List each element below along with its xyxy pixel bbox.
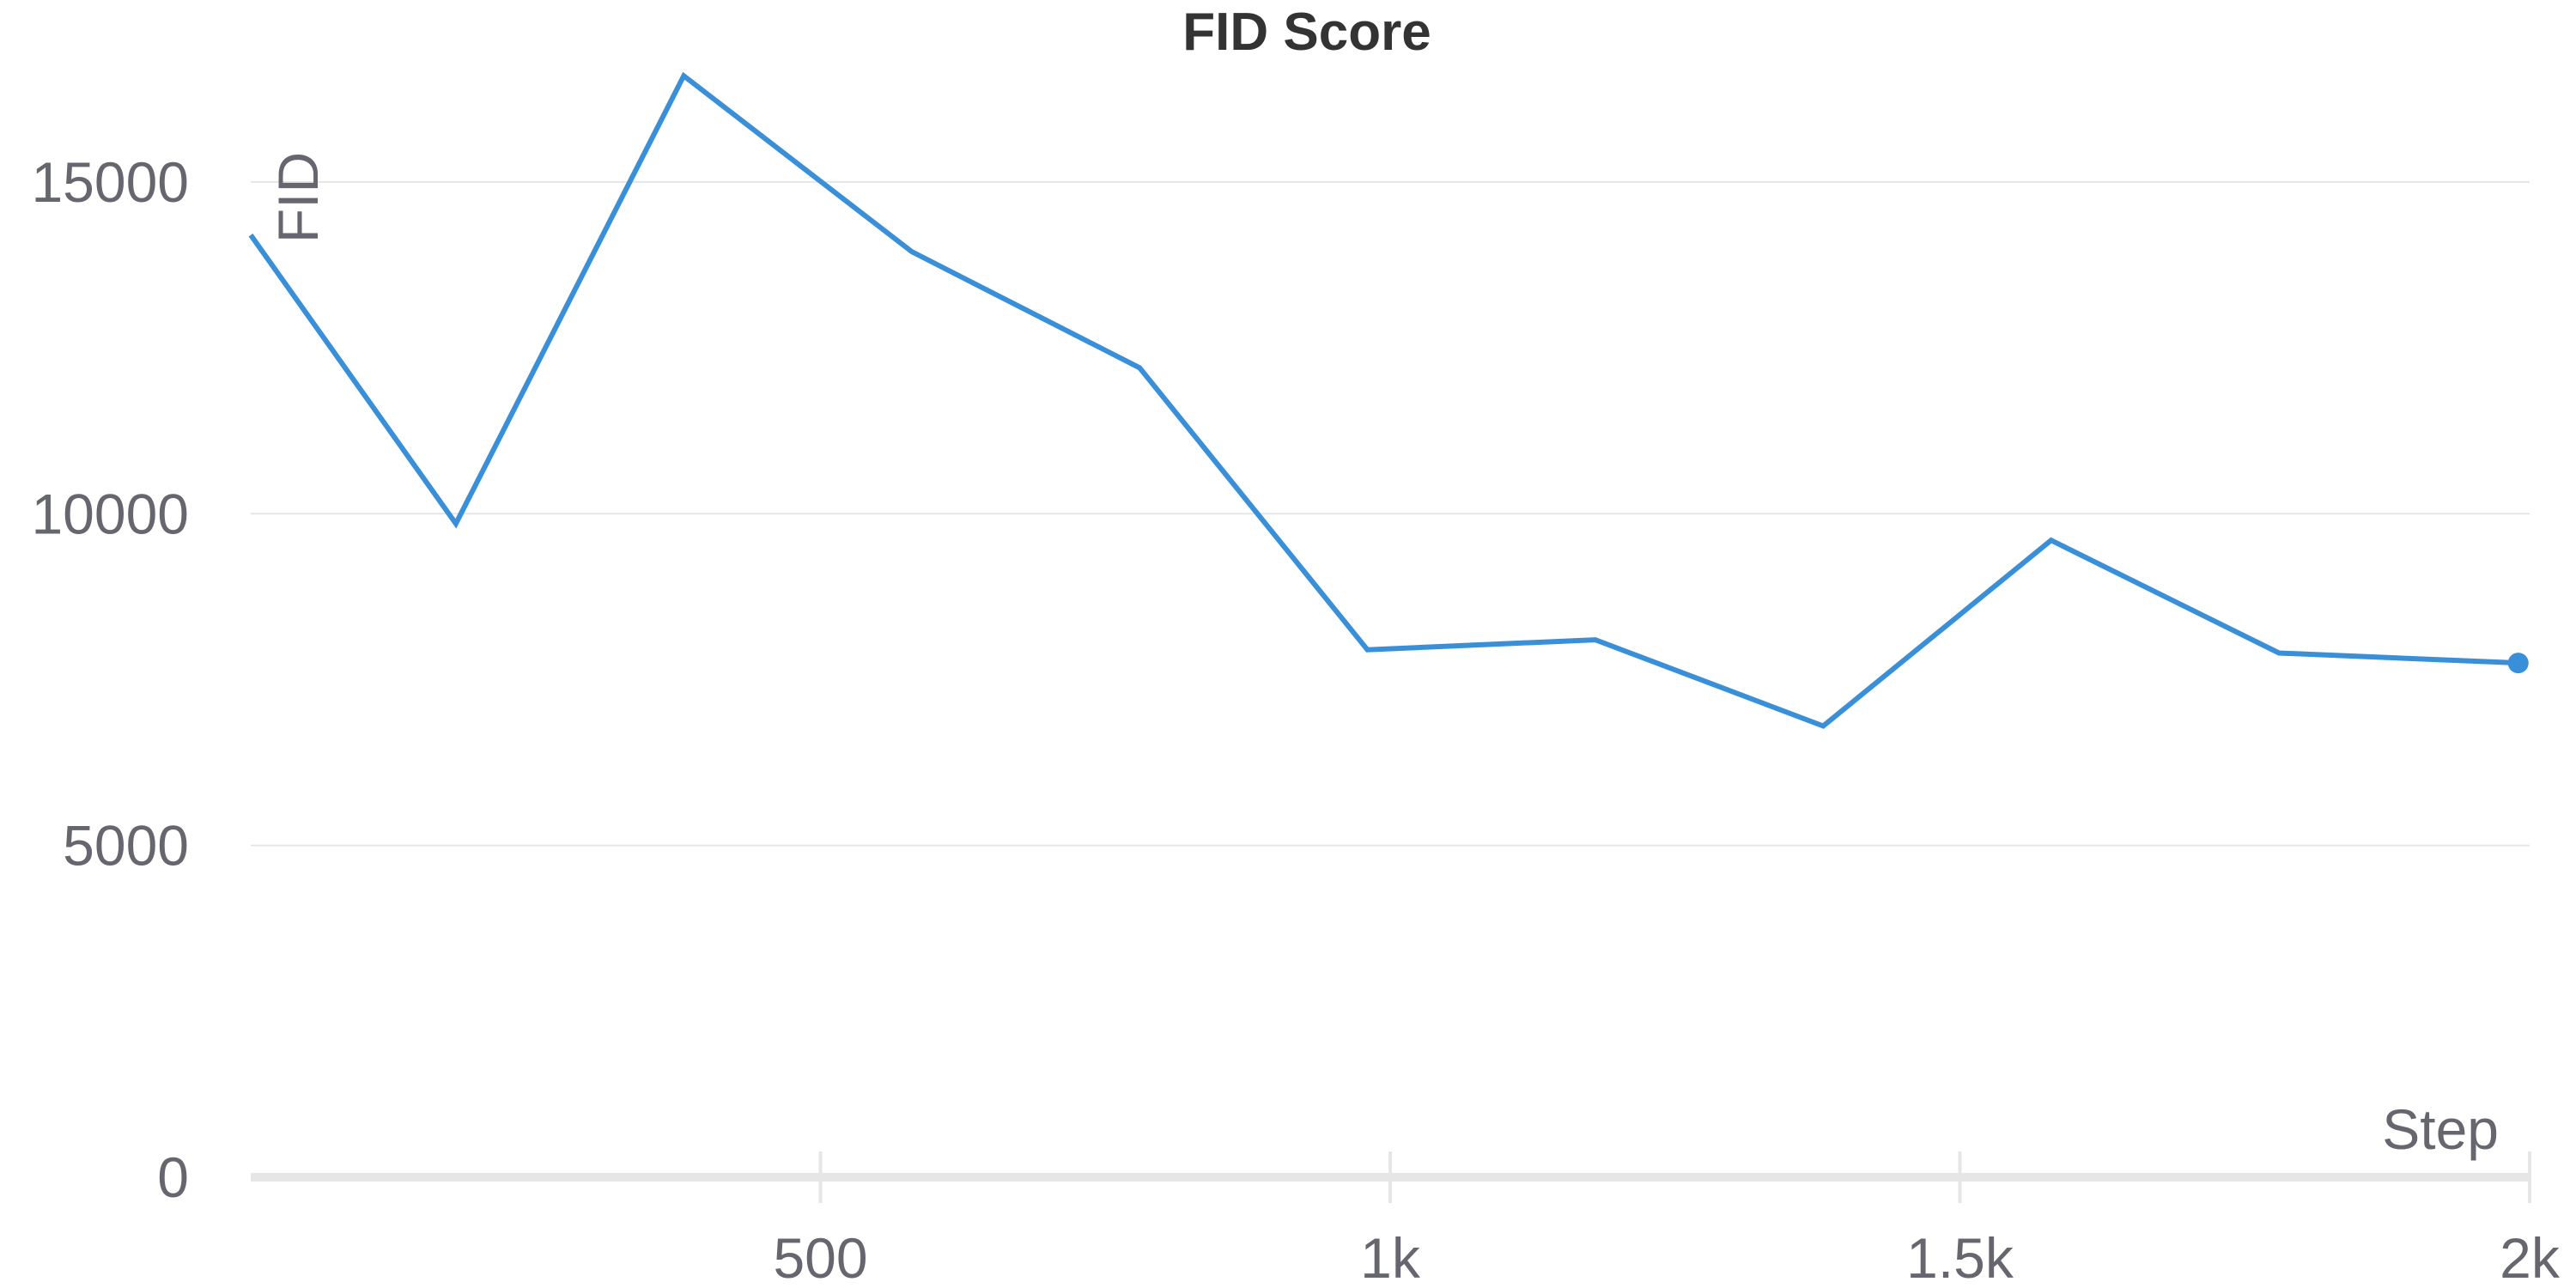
y-tick-label: 10000 <box>31 482 189 545</box>
x-tick-label: 1k <box>1360 1226 1421 1288</box>
x-axis-ticks: 500 1k 1.5k 2k <box>773 1151 2561 1288</box>
data-point <box>2507 653 2529 674</box>
grid-lines <box>251 180 2530 847</box>
y-tick-label: 5000 <box>63 814 189 878</box>
y-axis-title: FID <box>266 152 330 243</box>
x-tick-label: 500 <box>773 1226 867 1288</box>
series-layer <box>248 71 2529 729</box>
y-tick-label: 0 <box>157 1145 189 1209</box>
y-axis-ticks: 0 5000 10000 15000 <box>31 150 189 1209</box>
x-tick-label: 2k <box>2500 1226 2561 1288</box>
series-line <box>248 71 2518 729</box>
x-axis-title: Step <box>2382 1097 2499 1161</box>
x-tick-label: 1.5k <box>1906 1226 2014 1288</box>
chart-title: FID Score <box>1182 3 1431 62</box>
y-tick-label: 15000 <box>31 150 189 214</box>
